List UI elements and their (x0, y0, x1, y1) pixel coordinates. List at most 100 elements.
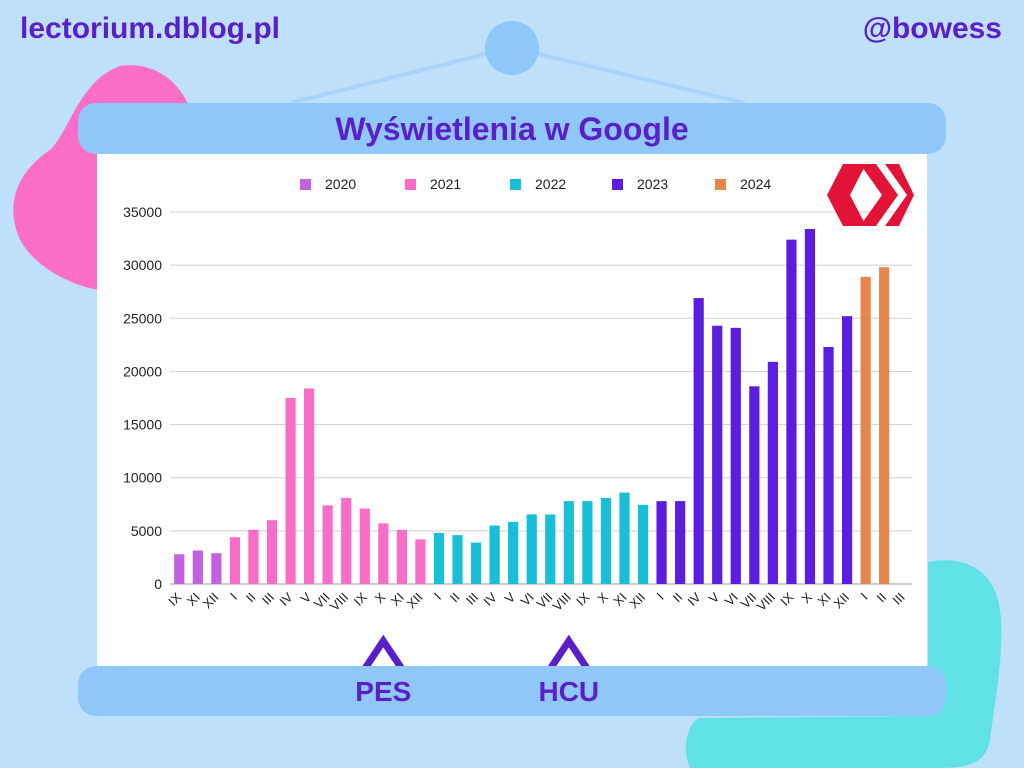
bar (452, 535, 463, 584)
x-tick-label: IX (573, 589, 593, 609)
x-tick-label: XII (626, 590, 648, 612)
cyan-blob (685, 560, 1002, 768)
x-tick-label: V (502, 589, 519, 606)
y-tick-label: 5000 (131, 523, 162, 539)
bar (749, 386, 760, 584)
x-tick-label: IX (351, 589, 371, 609)
bar (582, 501, 593, 584)
legend-label: 2021 (430, 176, 461, 192)
x-tick-label: IV (684, 589, 704, 609)
x-tick-label: X (372, 589, 389, 606)
bar (174, 554, 185, 584)
bar (211, 553, 222, 584)
hive-logo (827, 164, 914, 226)
bar (285, 398, 296, 584)
bar (860, 276, 871, 584)
bar (322, 505, 333, 584)
legend-label: 2023 (637, 176, 668, 192)
x-tick-label: II (670, 590, 686, 606)
legend-swatch (300, 179, 311, 190)
x-tick-label: XII (404, 590, 426, 612)
bar (600, 497, 612, 584)
x-tick-label: I (431, 590, 444, 603)
annotation-label: PES (355, 676, 412, 707)
bar (841, 316, 853, 584)
hive-logo-shape (827, 195, 866, 226)
x-tick-label: VIII (327, 590, 351, 614)
x-tick-label: III (890, 590, 908, 608)
bar (415, 539, 426, 584)
bar (804, 229, 816, 584)
y-tick-label: 0 (154, 576, 162, 592)
x-tick-label: VIII (754, 590, 778, 614)
x-tick-label: I (654, 590, 667, 603)
x-tick-label: VIII (550, 590, 574, 614)
bar (786, 239, 797, 585)
y-tick-label: 35000 (123, 204, 162, 220)
x-tick-label: II (243, 590, 259, 606)
hive-logo-shape (885, 164, 914, 226)
bar (508, 521, 519, 584)
author-handle: @bowess (862, 12, 1002, 45)
y-tick-label: 20000 (123, 363, 162, 379)
hive-logo-shape (827, 164, 866, 195)
x-tick-label: X (594, 589, 611, 606)
x-tick-label: IX (165, 589, 185, 609)
hanger-string-left (289, 50, 494, 105)
x-tick-label: III (259, 590, 277, 608)
legend-swatch (612, 179, 623, 190)
x-tick-label: IV (480, 589, 500, 609)
bar (192, 550, 203, 584)
y-tick-label: 25000 (123, 310, 162, 326)
bar (637, 504, 649, 584)
hanger-pin (485, 21, 539, 75)
hanger-string-right (529, 50, 746, 105)
pink-blob (13, 65, 191, 290)
chart-title: Wyświetlenia w Google (335, 111, 689, 147)
annotation-caret (362, 634, 405, 670)
bar (489, 525, 500, 584)
legend-swatch (715, 179, 726, 190)
annotation-label: HCU (538, 676, 600, 707)
x-tick-label: I (227, 590, 240, 603)
x-tick-label: XII (200, 590, 222, 612)
legend-label: 2022 (535, 176, 566, 192)
x-tick-label: X (798, 589, 815, 606)
x-tick-label: II (447, 590, 463, 606)
title-banner: Wyświetlenia w Google (78, 103, 946, 154)
bar (266, 520, 278, 584)
legend-label: 2020 (325, 176, 356, 192)
bar (433, 532, 445, 584)
bar (712, 325, 723, 584)
x-tick-label: I (858, 590, 871, 603)
bar (545, 514, 556, 584)
hive-logo-shape (860, 164, 898, 226)
bar (470, 542, 482, 584)
site-name: lectorium.dblog.pl (20, 12, 280, 45)
x-tick-label: V (706, 589, 723, 606)
x-tick-label: V (298, 589, 315, 606)
annotation-banner (78, 666, 946, 716)
bar (304, 388, 315, 584)
bar (823, 346, 834, 584)
bar (693, 298, 704, 584)
bar (675, 501, 686, 584)
bar (526, 514, 537, 584)
bar (656, 501, 667, 584)
x-tick-label: IX (777, 589, 797, 609)
legend-label: 2024 (740, 176, 771, 192)
x-tick-label: II (874, 590, 890, 606)
bar (359, 508, 370, 584)
y-tick-label: 15000 (123, 417, 162, 433)
y-tick-label: 10000 (123, 470, 162, 486)
bar (248, 529, 259, 584)
bar (378, 523, 389, 584)
bar (563, 501, 574, 584)
y-tick-label: 30000 (123, 257, 162, 273)
legend-swatch (405, 179, 416, 190)
bar (730, 327, 741, 584)
bar (341, 497, 352, 584)
bar (879, 267, 890, 584)
